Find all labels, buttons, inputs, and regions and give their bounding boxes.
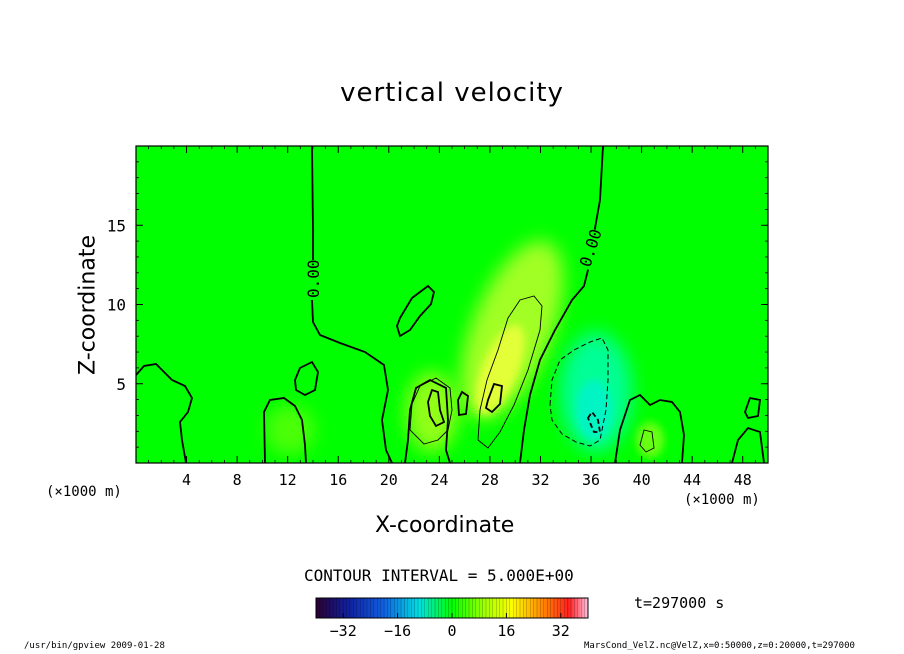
x-tick-label: 16	[329, 471, 347, 489]
x-tick-label: 32	[531, 471, 549, 489]
y-axis: 5 10 15	[107, 161, 768, 448]
contour-zero-left-bump	[263, 397, 307, 463]
x-axis: 4 8 12 16 20 24 28 32 36 40 44 48	[148, 146, 769, 489]
contour-zero-speck	[457, 390, 469, 417]
y-tick-label: 15	[107, 216, 126, 235]
x-tick-label: 48	[734, 471, 752, 489]
downdraft-core	[576, 380, 612, 440]
contour-negative-main	[549, 337, 609, 447]
x-tick-label: 4	[182, 471, 191, 489]
chart-title: vertical velocity	[340, 78, 564, 108]
x-tick-label: 20	[380, 471, 398, 489]
colorbar-tick-label: −16	[384, 622, 411, 640]
contour-label-left: 0.00	[304, 259, 323, 298]
contour-positive-main	[477, 295, 543, 449]
updraft-core-main	[475, 324, 525, 416]
x-tick-label: 8	[233, 471, 242, 489]
contour-zero-mid	[404, 378, 451, 463]
positive-contours	[409, 295, 655, 453]
contour-positive-secondary	[409, 377, 453, 445]
x-tick-label: 40	[633, 471, 651, 489]
colorbar-tick-label: −32	[330, 622, 357, 640]
x-unit-left: (×1000 m)	[46, 484, 122, 500]
x-tick-label: 36	[582, 471, 600, 489]
y-tick-label: 10	[107, 296, 126, 315]
contour-zero-edge	[136, 363, 193, 463]
contour-zero-core	[427, 388, 446, 428]
x-tick-label: 44	[683, 471, 701, 489]
y-axis-label: Z-coordinate	[75, 235, 101, 375]
colorbar-tick-label: 16	[497, 622, 515, 640]
colorbar-tick-label: 0	[447, 622, 456, 640]
updraft-region-right	[636, 422, 664, 458]
contour-zero-right-bump	[614, 393, 685, 463]
x-tick-label: 28	[481, 471, 499, 489]
y-tick-label: 5	[116, 375, 126, 394]
time-label: t=297000 s	[634, 594, 725, 612]
contour-zero-island	[396, 284, 435, 338]
x-axis-label: X-coordinate	[375, 513, 515, 538]
negative-contours	[549, 337, 609, 447]
footer-right: MarsCond_VelZ.nc@VelZ,x=0:50000,z=0:2000…	[584, 641, 855, 651]
contour-field	[136, 146, 768, 463]
contour-zero-far-right-2	[731, 426, 765, 463]
contour-zero-small	[294, 360, 319, 397]
contour-positive-small	[639, 429, 655, 453]
x-unit-right: (×1000 m)	[684, 492, 760, 508]
colorbar-ticks: −32 −16 0 16 32	[330, 613, 570, 640]
colorbar-tick-label: 32	[552, 622, 570, 640]
contour-interval: CONTOUR INTERVAL = 5.000E+00	[304, 566, 574, 585]
contour-zero-far-right	[744, 396, 761, 420]
footer-left: /usr/bin/gpview 2009-01-28	[24, 641, 165, 651]
x-tick-label: 12	[279, 471, 297, 489]
x-tick-label: 24	[430, 471, 448, 489]
updraft-region-secondary	[406, 372, 458, 452]
updraft-region-left	[265, 405, 315, 455]
contour-zero-core2	[484, 382, 503, 414]
